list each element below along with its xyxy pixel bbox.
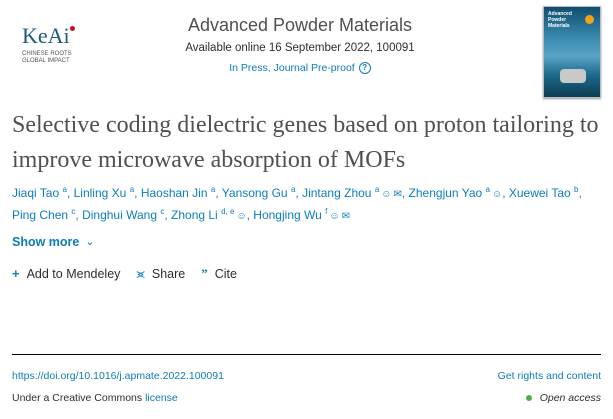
- article-footer: https://doi.org/10.1016/j.apmate.2022.10…: [12, 354, 601, 405]
- journal-cover-image[interactable]: Advanced Powder Materials: [543, 6, 601, 98]
- article-title: Selective coding dielectric genes based …: [12, 112, 599, 173]
- affiliation-marker[interactable]: a: [485, 185, 490, 194]
- logo-tagline-line: GLOBAL IMPACT: [22, 58, 70, 64]
- author-link[interactable]: Zhengjun Yao: [408, 186, 483, 200]
- logo-text: KeAi: [22, 23, 70, 48]
- journal-title[interactable]: Advanced Powder Materials: [187, 15, 413, 35]
- article-header: Selective coding dielectric genes based …: [12, 108, 602, 282]
- open-access-dot-icon: [525, 395, 532, 401]
- affiliation-marker[interactable]: a: [129, 185, 135, 194]
- cover-decoration: [560, 69, 586, 83]
- email-icon[interactable]: ✉: [393, 189, 402, 200]
- share-button[interactable]: ⪤ Share: [136, 266, 185, 282]
- add-to-mendeley-label[interactable]: Add to Mendeley: [26, 267, 121, 281]
- author-list: Jiaqi Tao a, Linling Xu a, Haoshan Jin a…: [12, 185, 582, 223]
- affiliation-marker[interactable]: a: [374, 185, 380, 194]
- logo-dot: [69, 26, 75, 31]
- article-actions: + Add to Mendeley ⪤ Share ” Cite: [12, 266, 602, 282]
- email-icon[interactable]: ✉: [341, 211, 350, 222]
- cover-title: Advanced Powder Materials: [548, 11, 572, 29]
- affiliation-marker[interactable]: c: [71, 207, 76, 216]
- license-row: Under a Creative Commons license Open ac…: [12, 391, 601, 405]
- affiliation-marker[interactable]: d, e: [221, 207, 235, 216]
- cite-button[interactable]: ” Cite: [201, 266, 237, 282]
- share-label[interactable]: Share: [151, 267, 186, 281]
- cover-decoration: [585, 15, 594, 24]
- article-status[interactable]: In Press, Journal Pre-proof?: [150, 61, 450, 75]
- get-rights-link[interactable]: Get rights and content: [497, 370, 601, 382]
- journal-header: Advanced Powder Materials Available onli…: [150, 14, 450, 75]
- affiliation-marker[interactable]: f: [325, 207, 328, 216]
- show-more-label[interactable]: Show more: [12, 235, 80, 249]
- license-text: Under a Creative Commons license: [12, 391, 178, 405]
- person-icon[interactable]: ☺: [329, 211, 340, 222]
- divider: [12, 354, 601, 355]
- author-link[interactable]: Hongjing Wu: [253, 208, 322, 222]
- author-link[interactable]: Yansong Gu: [221, 186, 288, 200]
- author-link[interactable]: Linling Xu: [73, 186, 127, 200]
- author-link[interactable]: Ping Chen: [12, 208, 69, 222]
- cite-label[interactable]: Cite: [214, 267, 237, 281]
- question-circle-icon[interactable]: ?: [358, 62, 371, 74]
- doi-link[interactable]: https://doi.org/10.1016/j.apmate.2022.10…: [12, 370, 224, 382]
- plus-icon: +: [12, 266, 20, 281]
- author-link[interactable]: Dinghui Wang: [82, 208, 157, 222]
- add-to-mendeley-button[interactable]: + Add to Mendeley: [12, 266, 120, 282]
- chevron-down-icon: ⌄: [85, 236, 95, 248]
- affiliation-marker[interactable]: a: [210, 185, 216, 194]
- author-link[interactable]: Jintang Zhou: [302, 186, 372, 200]
- affiliation-marker[interactable]: b: [574, 185, 579, 194]
- show-more-button[interactable]: Show more ⌄: [12, 234, 602, 250]
- affiliation-marker[interactable]: a: [290, 185, 296, 194]
- author-link[interactable]: Xuewei Tao: [508, 186, 571, 200]
- affiliation-marker[interactable]: a: [62, 185, 67, 194]
- logo-tagline: CHINESE ROOTS GLOBAL IMPACT: [22, 51, 86, 65]
- open-access-badge: Open access: [525, 391, 601, 405]
- person-icon[interactable]: ☺: [491, 189, 503, 200]
- doi-row: https://doi.org/10.1016/j.apmate.2022.10…: [12, 369, 601, 383]
- person-icon[interactable]: ☺: [236, 211, 247, 222]
- keai-logo[interactable]: KeAi CHINESE ROOTS GLOBAL IMPACT: [22, 25, 86, 65]
- share-icon: ⪤: [136, 266, 145, 281]
- author-link[interactable]: Zhong Li: [171, 208, 218, 222]
- license-prefix: Under a Creative Commons: [12, 392, 146, 404]
- logo-tagline-line: CHINESE ROOTS: [22, 51, 72, 57]
- person-icon[interactable]: ☺: [381, 189, 392, 200]
- license-link[interactable]: license: [145, 392, 178, 404]
- author-link[interactable]: Haoshan Jin: [140, 186, 208, 200]
- author-link[interactable]: Jiaqi Tao: [12, 186, 60, 200]
- quote-icon: ”: [201, 266, 208, 281]
- affiliation-marker[interactable]: c: [160, 207, 165, 216]
- available-online: Available online 16 September 2022, 1000…: [185, 42, 415, 54]
- open-access-label: Open access: [539, 392, 601, 404]
- article-status-text[interactable]: In Press, Journal Pre-proof: [229, 62, 355, 74]
